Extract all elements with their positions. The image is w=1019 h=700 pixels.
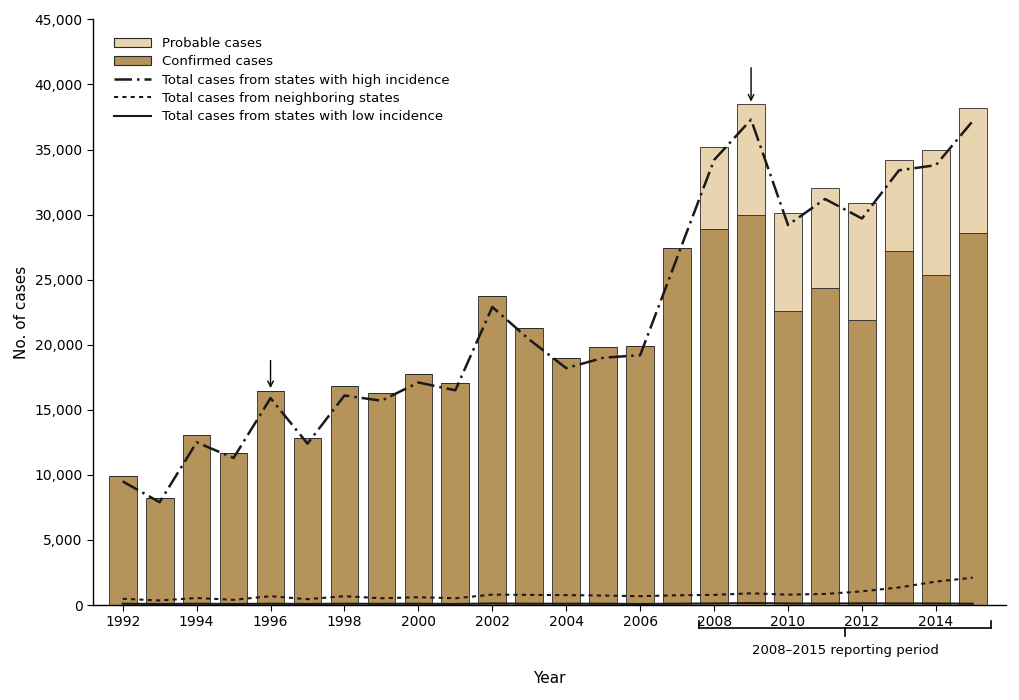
Bar	[847, 203, 875, 321]
Bar	[109, 476, 137, 605]
X-axis label: Year: Year	[533, 671, 566, 686]
Bar	[773, 312, 801, 605]
Bar	[773, 213, 801, 312]
Bar	[441, 384, 469, 605]
Bar	[884, 160, 912, 251]
Bar	[700, 147, 728, 229]
Bar	[958, 108, 985, 233]
Bar	[146, 498, 173, 605]
Bar	[257, 391, 284, 605]
Bar	[515, 328, 542, 605]
Bar	[810, 188, 838, 288]
Bar	[884, 251, 912, 605]
Bar	[330, 386, 358, 605]
Bar	[737, 215, 764, 605]
Bar	[478, 296, 505, 605]
Bar	[589, 347, 616, 605]
Bar	[958, 233, 985, 605]
Bar	[847, 321, 875, 605]
Bar	[662, 248, 690, 605]
Bar	[552, 358, 580, 605]
Bar	[700, 229, 728, 605]
Bar	[182, 435, 210, 605]
Text: 2008–2015 reporting period: 2008–2015 reporting period	[751, 644, 937, 657]
Bar	[737, 104, 764, 215]
Bar	[810, 288, 838, 605]
Bar	[293, 438, 321, 605]
Bar	[921, 275, 949, 605]
Bar	[405, 374, 432, 605]
Bar	[219, 453, 248, 605]
Bar	[921, 150, 949, 275]
Bar	[626, 346, 653, 605]
Y-axis label: No. of cases: No. of cases	[14, 265, 29, 359]
Bar	[367, 393, 395, 605]
Legend: Probable cases, Confirmed cases, Total cases from states with high incidence, To: Probable cases, Confirmed cases, Total c…	[109, 32, 454, 129]
